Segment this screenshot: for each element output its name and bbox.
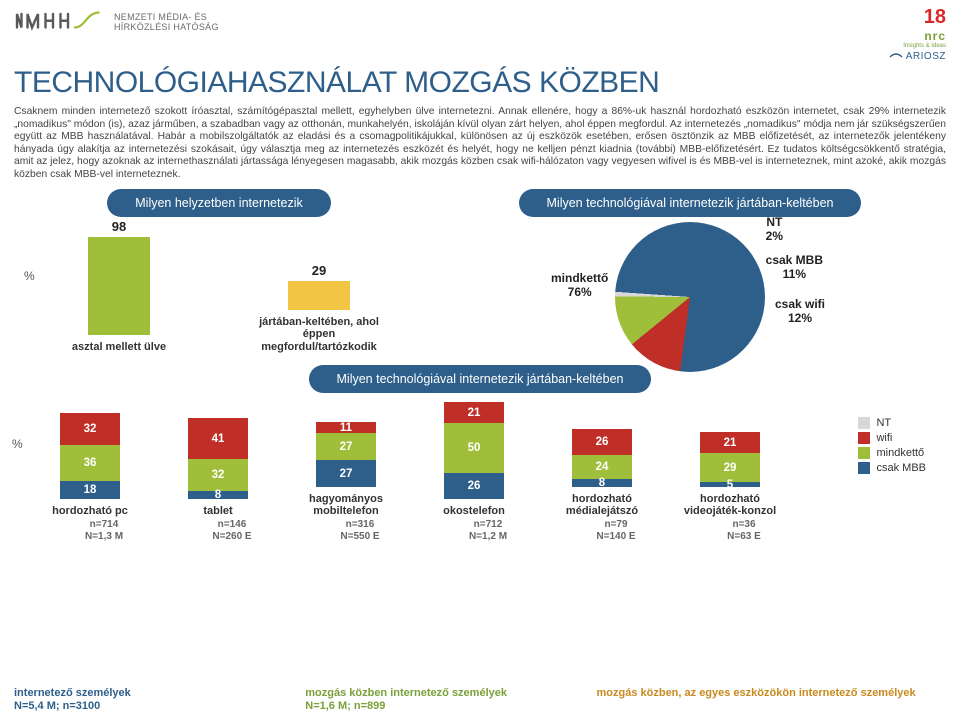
page-title: TECHNOLÓGIAHASZNÁLAT MOZGÁS KÖZBEN <box>0 64 960 106</box>
header: NEMZETI MÉDIA- ÉSHÍRKÖZLÉSI HATÓSÁG 18 n… <box>0 0 960 64</box>
chart1-axis: % <box>24 269 35 283</box>
logo-ariosz: ARIOSZ <box>889 51 946 62</box>
chart-situation: Milyen helyzetben internetezik % 98aszta… <box>14 189 424 353</box>
stack-row: % 183632hordozható pc83241tablet272711ha… <box>14 397 946 517</box>
logo-nmhh: NEMZETI MÉDIA- ÉSHÍRKÖZLÉSI HATÓSÁG <box>14 6 219 39</box>
badge2-row: Milyen technológiával internetezik jártá… <box>14 365 946 393</box>
footer-1a: internetező személyek <box>14 687 305 700</box>
footer-1b: N=5,4 M; n=3100 <box>14 700 305 713</box>
logo-nrc-sub: Insights & Ideas <box>889 43 946 49</box>
chart1-badge: Milyen helyzetben internetezik <box>107 189 330 217</box>
logo-nmhh-mark <box>14 6 104 39</box>
footer-col-3: mozgás közben, az egyes eszközökön inter… <box>597 687 947 713</box>
stack-axis: % <box>12 437 23 451</box>
footer-col-1: internetező személyek N=5,4 M; n=3100 <box>14 687 305 713</box>
paragraph: Csaknem minden internetező szokott íróas… <box>0 106 960 189</box>
footer-2b: N=1,6 M; n=899 <box>305 700 596 713</box>
sample-row: n=714N=1,3 Mn=146N=260 En=316N=550 En=71… <box>14 519 946 542</box>
slide-number: 18 <box>889 6 946 29</box>
logo-nmhh-text: NEMZETI MÉDIA- ÉSHÍRKÖZLÉSI HATÓSÁG <box>114 13 219 33</box>
chart1-bars: % 98asztal mellett ülve29jártában-keltéb… <box>14 223 424 353</box>
badge2: Milyen technológiával internetezik jártá… <box>309 365 652 393</box>
footer: internetező személyek N=5,4 M; n=3100 mo… <box>0 687 960 713</box>
logo-ariosz-text: ARIOSZ <box>906 51 946 62</box>
footer-3a: mozgás közben, az egyes eszközökön inter… <box>597 687 947 700</box>
footer-col-2: mozgás közben internetező személyek N=1,… <box>305 687 596 713</box>
pie-wrap: mindkettő76%csak wifi12%csak MBB11%NT2% <box>434 223 946 363</box>
pie-chart <box>615 222 765 372</box>
stacked-chart: % 183632hordozható pc83241tablet272711ha… <box>0 397 960 542</box>
footer-2a: mozgás közben internetező személyek <box>305 687 596 700</box>
chartpie-badge: Milyen technológiával internetezik jártá… <box>519 189 862 217</box>
logo-nrc: nrc <box>889 29 946 43</box>
chart-pie-area: Milyen technológiával internetezik jártá… <box>434 189 946 363</box>
stack-legend: NTwifimindkettőcsak MBB <box>858 417 926 477</box>
logo-right: 18 nrc Insights & Ideas ARIOSZ <box>889 6 946 62</box>
charts-row: Milyen helyzetben internetezik % 98aszta… <box>0 189 960 363</box>
